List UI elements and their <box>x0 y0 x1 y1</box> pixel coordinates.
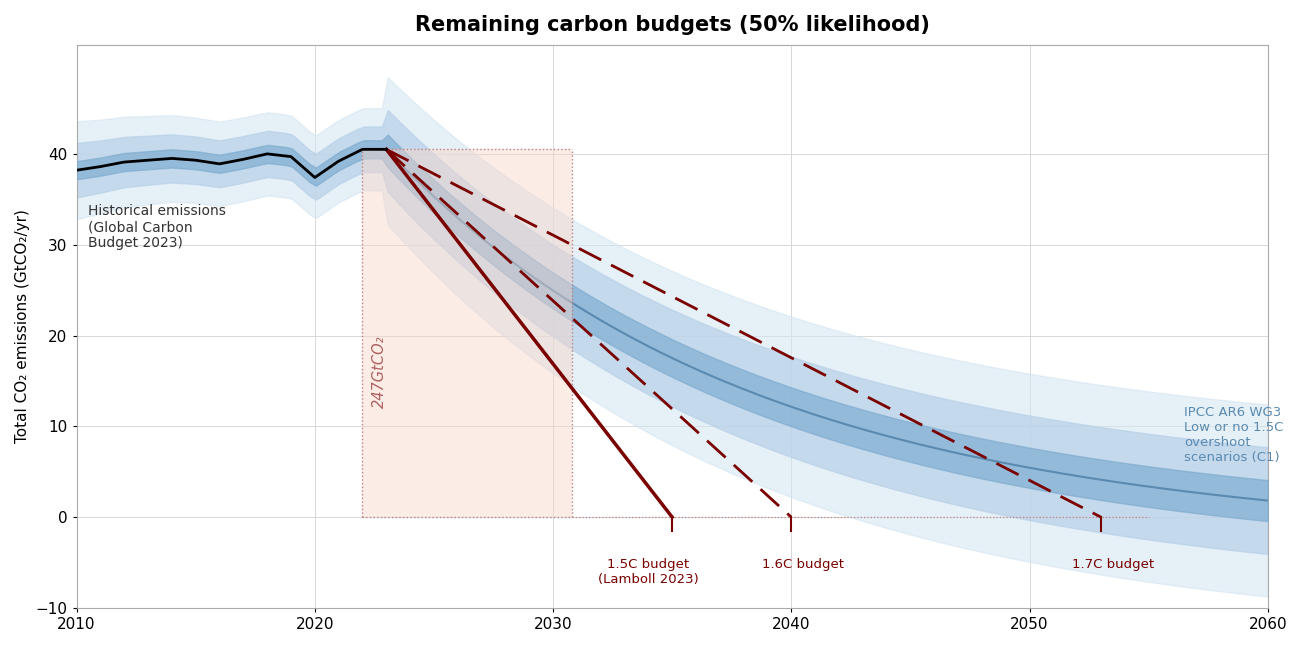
Text: IPCC AR6 WG3
Low or no 1.5C
overshoot
scenarios (C1): IPCC AR6 WG3 Low or no 1.5C overshoot sc… <box>1184 406 1283 465</box>
Text: 247GtCO₂: 247GtCO₂ <box>371 336 387 408</box>
Text: 1.7C budget: 1.7C budget <box>1072 558 1154 571</box>
Y-axis label: Total CO₂ emissions (GtCO₂/yr): Total CO₂ emissions (GtCO₂/yr) <box>14 210 30 443</box>
Text: Historical emissions
(Global Carbon
Budget 2023): Historical emissions (Global Carbon Budg… <box>89 204 227 250</box>
Bar <box>362 149 572 517</box>
Text: 1.5C budget
(Lamboll 2023): 1.5C budget (Lamboll 2023) <box>598 558 699 586</box>
Text: 1.6C budget: 1.6C budget <box>762 558 844 571</box>
Title: Remaining carbon budgets (50% likelihood): Remaining carbon budgets (50% likelihood… <box>414 15 929 35</box>
